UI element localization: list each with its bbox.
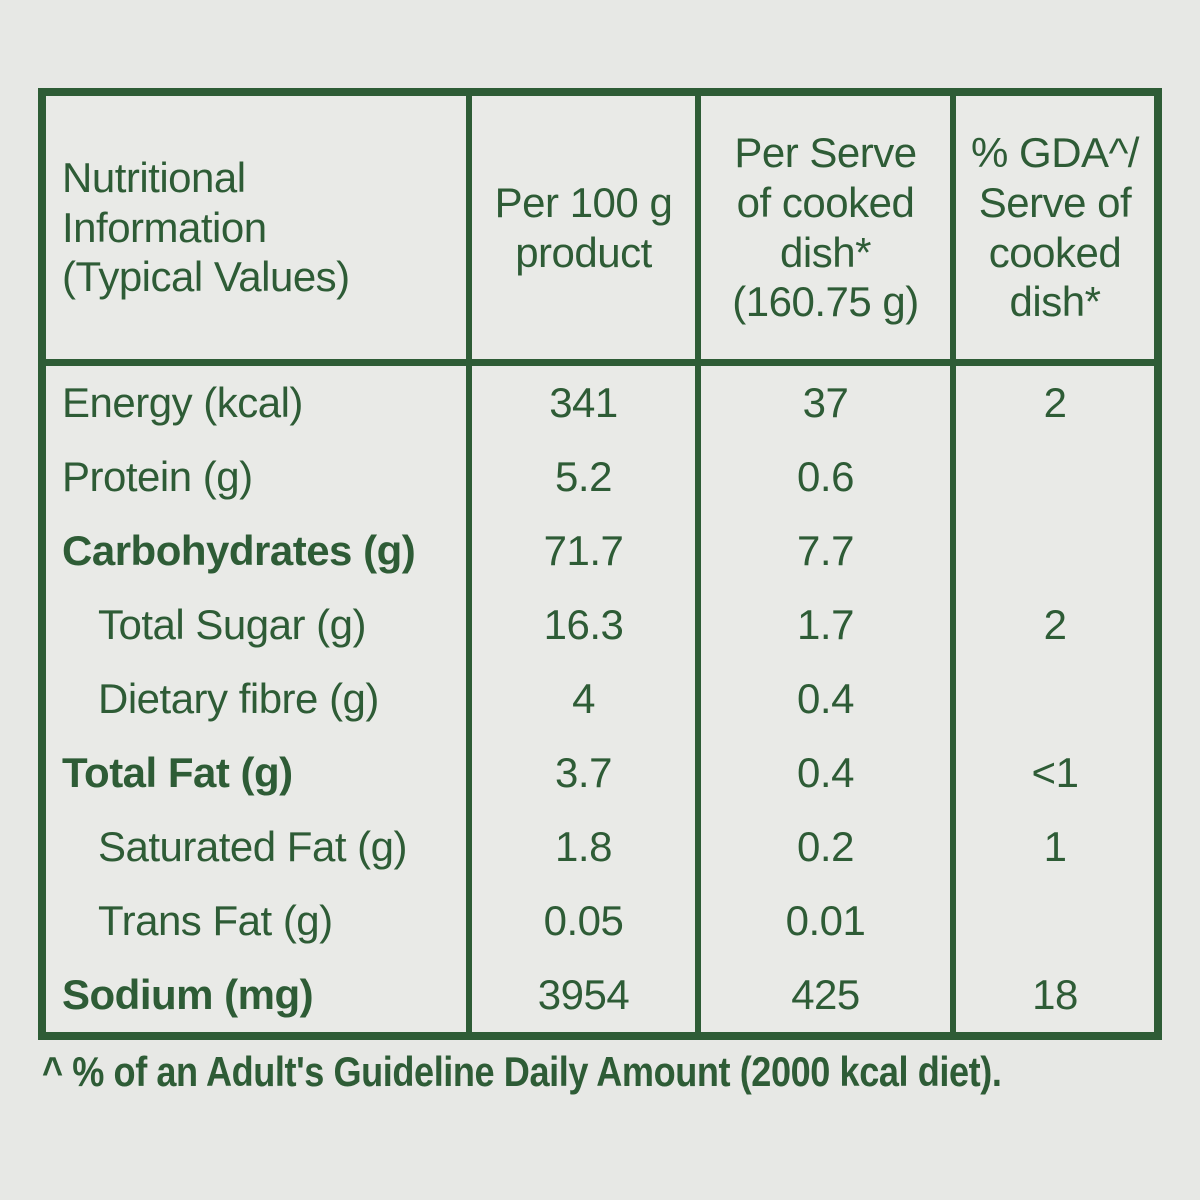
energy-per-serve: 37 xyxy=(695,366,950,440)
row-label-protein: Protein (g) xyxy=(62,453,253,501)
saturated-fat-per-100g: 1.8 xyxy=(466,810,695,884)
row-label-sodium: Sodium (mg) xyxy=(62,971,314,1019)
row-label-total-fat: Total Fat (g) xyxy=(62,749,293,797)
header-per-serve: Per Serve of cooked dish* (160.75 g) xyxy=(695,96,950,359)
carbohydrates-gda xyxy=(950,514,1154,588)
trans-fat-gda xyxy=(950,884,1154,958)
protein-per-100g: 5.2 xyxy=(466,440,695,514)
energy-per-100g: 341 xyxy=(466,366,695,440)
total-fat-per-100g: 3.7 xyxy=(466,736,695,810)
total-sugar-per-serve: 1.7 xyxy=(695,588,950,662)
row-label-carbohydrates: Carbohydrates (g) xyxy=(62,527,416,575)
total-fat-per-serve: 0.4 xyxy=(695,736,950,810)
sodium-gda: 18 xyxy=(950,958,1154,1032)
row-label-trans-fat: Trans Fat (g) xyxy=(98,897,333,945)
header-nutritional-information: Nutritional Information (Typical Values) xyxy=(62,154,350,301)
row-label-dietary-fibre: Dietary fibre (g) xyxy=(98,675,379,723)
row-label-saturated-fat: Saturated Fat (g) xyxy=(98,823,407,871)
dietary-fibre-gda xyxy=(950,662,1154,736)
table-header-row: Nutritional Information (Typical Values)… xyxy=(46,96,1154,366)
table-body: Energy (kcal) 341 37 2 Protein (g) 5.2 0… xyxy=(46,366,1154,1032)
sodium-per-100g: 3954 xyxy=(466,958,695,1032)
trans-fat-per-serve: 0.01 xyxy=(695,884,950,958)
total-fat-gda: <1 xyxy=(950,736,1154,810)
row-label-energy: Energy (kcal) xyxy=(62,379,303,427)
carbohydrates-per-100g: 71.7 xyxy=(466,514,695,588)
nutrition-table: Nutritional Information (Typical Values)… xyxy=(38,88,1162,1040)
row-label-total-sugar: Total Sugar (g) xyxy=(98,601,366,649)
dietary-fibre-per-100g: 4 xyxy=(466,662,695,736)
sodium-per-serve: 425 xyxy=(695,958,950,1032)
dietary-fibre-per-serve: 0.4 xyxy=(695,662,950,736)
header-per-100g: Per 100 g product xyxy=(466,96,695,359)
saturated-fat-gda: 1 xyxy=(950,810,1154,884)
energy-gda: 2 xyxy=(950,366,1154,440)
trans-fat-per-100g: 0.05 xyxy=(466,884,695,958)
protein-gda xyxy=(950,440,1154,514)
saturated-fat-per-serve: 0.2 xyxy=(695,810,950,884)
carbohydrates-per-serve: 7.7 xyxy=(695,514,950,588)
header-gda-percent: % GDA^/ Serve of cooked dish* xyxy=(950,96,1154,359)
total-sugar-gda: 2 xyxy=(950,588,1154,662)
total-sugar-per-100g: 16.3 xyxy=(466,588,695,662)
protein-per-serve: 0.6 xyxy=(695,440,950,514)
gda-footnote: ^ % of an Adult's Guideline Daily Amount… xyxy=(42,1048,1002,1095)
